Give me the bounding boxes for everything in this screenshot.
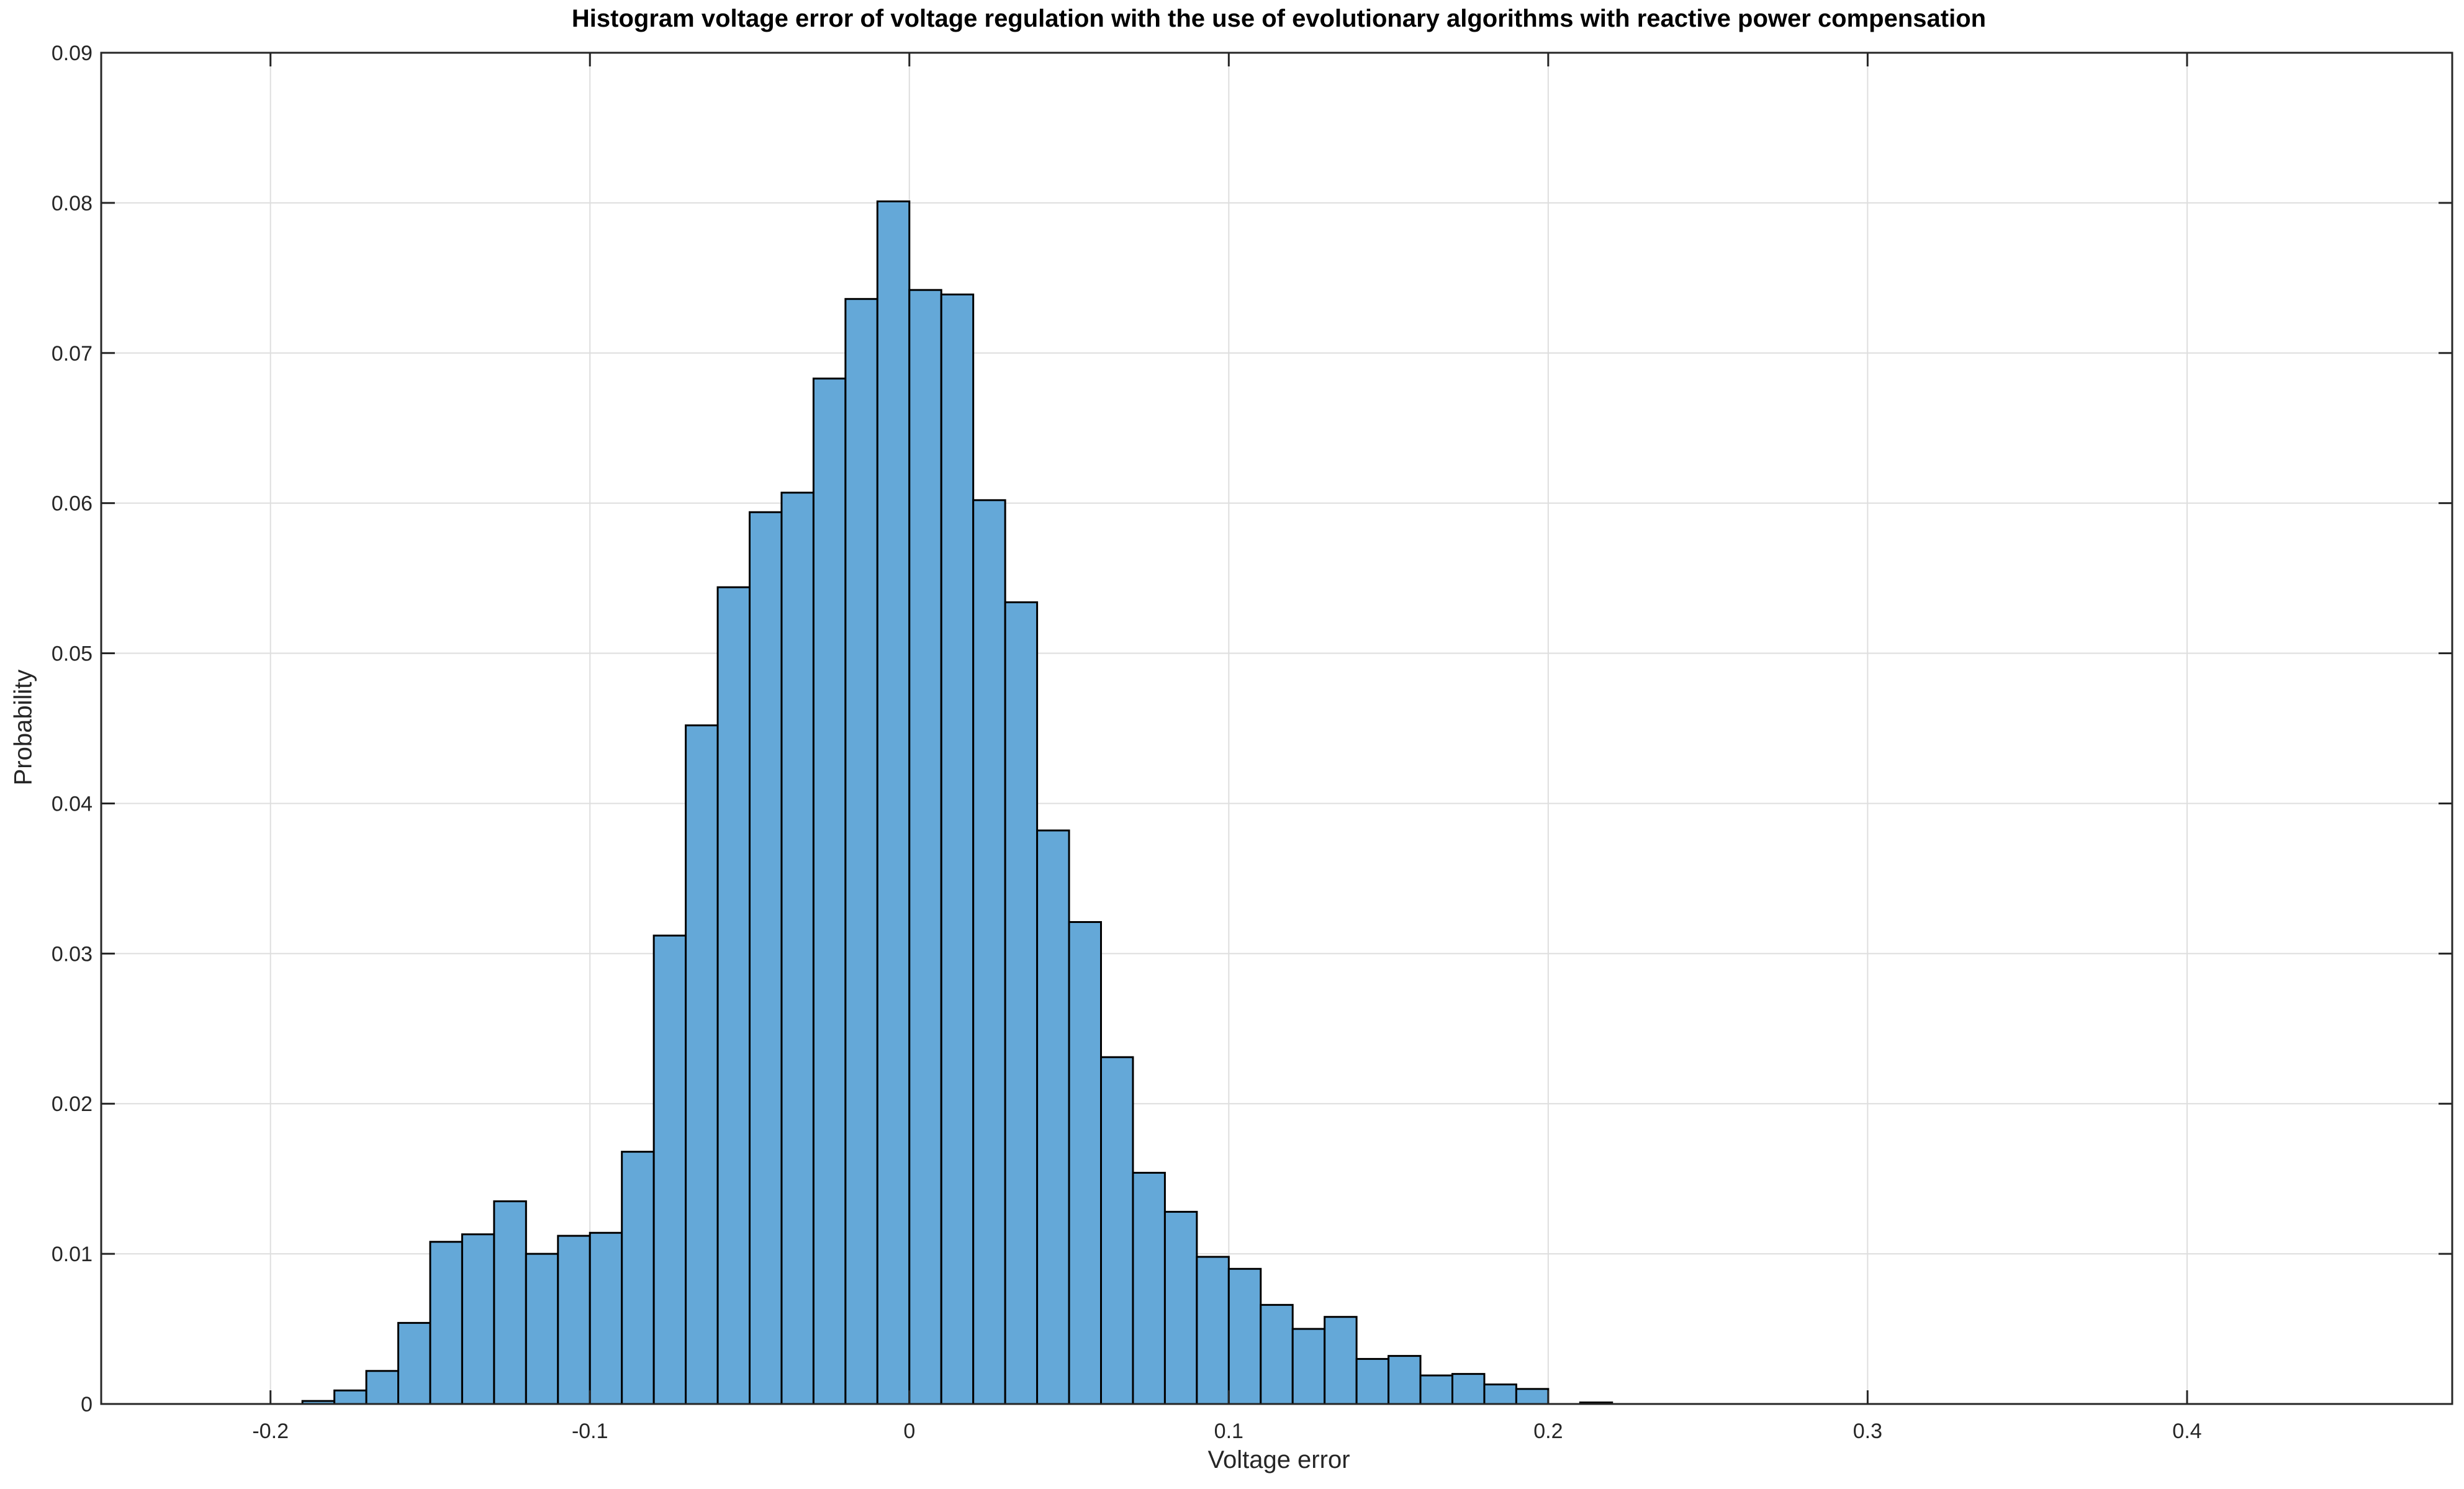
y-tick-label: 0.03 (52, 942, 93, 966)
histogram-bar (1388, 1355, 1422, 1405)
x-tick-label: -0.1 (572, 1419, 608, 1443)
histogram-bar (972, 499, 1006, 1405)
histogram-bars (301, 200, 1613, 1405)
x-tick-label: 0.4 (2172, 1419, 2201, 1443)
histogram-bar (1451, 1373, 1486, 1405)
histogram-bar (1483, 1383, 1517, 1405)
x-tick-label: 0.3 (1853, 1419, 1882, 1443)
histogram-bar (589, 1231, 623, 1405)
axes-box (100, 52, 2453, 1405)
y-tick-label: 0.05 (52, 642, 93, 666)
histogram-bar (844, 298, 878, 1405)
x-tick-label: -0.2 (252, 1419, 289, 1443)
histogram-bar (1324, 1316, 1358, 1405)
histogram-bar (461, 1233, 495, 1405)
y-tick-label: 0.04 (52, 792, 93, 816)
y-tick-label: 0.06 (52, 492, 93, 516)
histogram-bar (908, 289, 942, 1405)
histogram-bar (1419, 1374, 1453, 1405)
x-tick-label: 0 (903, 1419, 915, 1443)
y-tick-label: 0.09 (52, 42, 93, 65)
y-tick-label: 0.08 (52, 192, 93, 215)
histogram-bar (749, 511, 783, 1405)
histogram-bar (1196, 1256, 1230, 1405)
histogram-bar (557, 1235, 591, 1405)
histogram-bar (1163, 1210, 1198, 1405)
histogram-bar (1100, 1056, 1134, 1405)
x-axis-label: Voltage error (1207, 1446, 1350, 1473)
histogram-bar (397, 1321, 431, 1405)
histogram-bar (1515, 1388, 1550, 1405)
histogram-bar (1260, 1303, 1294, 1405)
x-tick-label: 0.2 (1533, 1419, 1563, 1443)
histogram-bar (493, 1200, 527, 1405)
chart-title: Histogram voltage error of voltage regul… (571, 5, 1987, 32)
y-axis-label: Probability (9, 669, 37, 786)
histogram-bar (429, 1241, 463, 1405)
histogram-bar (1291, 1328, 1326, 1405)
histogram-bar (1004, 601, 1039, 1405)
histogram-bar (1132, 1171, 1166, 1405)
histogram-bar (1227, 1267, 1262, 1405)
histogram-bar (812, 377, 847, 1405)
plot-axes (100, 52, 2453, 1405)
histogram-bar (1355, 1357, 1390, 1405)
histogram-bar (685, 724, 719, 1405)
histogram-bar (365, 1370, 400, 1405)
histogram-bar (525, 1253, 559, 1405)
histogram-bar (716, 586, 751, 1405)
histogram-bar (1068, 921, 1103, 1405)
grid-lines (101, 52, 2452, 1405)
histogram-bar (1036, 829, 1070, 1405)
histogram-bar (652, 934, 687, 1405)
histogram-bar (876, 200, 911, 1405)
y-tick-label: 0.01 (52, 1243, 93, 1266)
x-tick-label: 0.1 (1214, 1419, 1243, 1443)
histogram-bar (621, 1151, 655, 1405)
y-tick-label: 0 (81, 1393, 93, 1416)
y-tick-label: 0.02 (52, 1092, 93, 1116)
tick-labels: -0.2 -0.1 0 0.1 0.2 0.3 0.4 0 0.01 0.02 0.03 0.04 0.… (52, 42, 2202, 1443)
y-tick-label: 0.07 (52, 342, 93, 366)
histogram-bar (333, 1389, 368, 1405)
histogram-bar (940, 293, 975, 1405)
histogram-bar (780, 492, 815, 1405)
